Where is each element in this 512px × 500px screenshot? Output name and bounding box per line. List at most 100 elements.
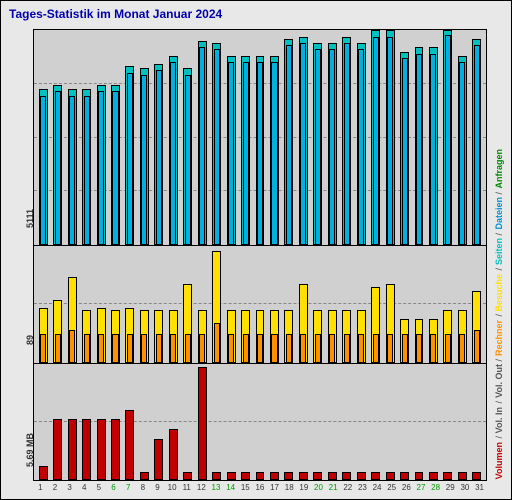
day-column	[412, 246, 426, 362]
day-column	[368, 364, 382, 480]
legend-item: Vol. In	[494, 405, 504, 435]
day-column	[455, 30, 469, 245]
day-column	[368, 30, 382, 245]
day-column	[152, 246, 166, 362]
day-column	[50, 30, 64, 245]
day-column	[340, 30, 354, 245]
x-tick: 31	[472, 483, 487, 497]
day-column	[296, 246, 310, 362]
legend-item: Besuche	[494, 272, 504, 314]
bar	[400, 472, 409, 480]
day-column	[340, 246, 354, 362]
x-tick: 9	[150, 483, 165, 497]
day-column	[108, 246, 122, 362]
day-column	[195, 246, 209, 362]
bar	[284, 472, 293, 480]
bar	[286, 45, 292, 245]
bar	[344, 334, 350, 363]
x-tick: 10	[165, 483, 180, 497]
day-column	[325, 364, 339, 480]
bar	[84, 334, 90, 363]
day-column	[470, 30, 484, 245]
bar	[387, 37, 393, 245]
bar	[300, 43, 306, 245]
day-column	[36, 246, 50, 362]
day-column	[137, 30, 151, 245]
bar	[257, 62, 263, 245]
day-column	[397, 246, 411, 362]
bar	[55, 334, 61, 363]
bar	[430, 334, 436, 363]
x-tick: 2	[48, 483, 63, 497]
day-column	[36, 364, 50, 480]
x-tick: 3	[62, 483, 77, 497]
day-column	[209, 364, 223, 480]
x-tick: 17	[267, 483, 282, 497]
bar	[358, 334, 364, 363]
panel	[33, 29, 487, 246]
day-column	[455, 246, 469, 362]
day-column	[123, 30, 137, 245]
x-tick: 8	[135, 483, 150, 497]
day-column	[253, 364, 267, 480]
bar	[299, 472, 308, 480]
bar	[256, 472, 265, 480]
x-tick: 23	[355, 483, 370, 497]
day-column	[238, 364, 252, 480]
day-column	[253, 246, 267, 362]
bar	[98, 334, 104, 363]
chart-title: Tages-Statistik im Monat Januar 2024	[1, 1, 511, 25]
bar	[474, 330, 480, 363]
day-column	[79, 30, 93, 245]
bar	[459, 62, 465, 245]
legend: Anfragen/Dateien/Seiten/Besuche/Rechner/…	[489, 29, 509, 481]
x-tick: 25	[384, 483, 399, 497]
day-column	[426, 246, 440, 362]
panel	[33, 246, 487, 363]
bar	[458, 472, 467, 480]
day-column	[123, 364, 137, 480]
day-column	[36, 30, 50, 245]
bar	[315, 334, 321, 363]
day-column	[368, 246, 382, 362]
y-axis-labels: 5111 89 5.69 MB	[1, 29, 31, 481]
panel	[33, 364, 487, 481]
x-tick: 14	[223, 483, 238, 497]
day-column	[65, 30, 79, 245]
day-column	[50, 364, 64, 480]
day-column	[296, 364, 310, 480]
bar	[55, 91, 61, 245]
day-column	[412, 364, 426, 480]
bar	[141, 75, 147, 245]
x-tick: 27	[414, 483, 429, 497]
bar	[243, 62, 249, 245]
day-column	[94, 30, 108, 245]
x-tick: 12	[194, 483, 209, 497]
bar	[472, 472, 481, 480]
bar	[141, 334, 147, 363]
bar	[156, 70, 162, 245]
day-column	[238, 30, 252, 245]
bar	[358, 49, 364, 245]
day-column	[108, 364, 122, 480]
bar	[68, 419, 77, 480]
bar	[185, 75, 191, 245]
bar	[69, 96, 75, 245]
day-column	[195, 364, 209, 480]
day-column	[441, 246, 455, 362]
day-column	[123, 246, 137, 362]
day-column	[181, 30, 195, 245]
bar	[214, 49, 220, 245]
bar	[371, 472, 380, 480]
bar	[344, 43, 350, 245]
day-column	[397, 30, 411, 245]
day-column	[282, 364, 296, 480]
day-column	[209, 246, 223, 362]
day-column	[311, 30, 325, 245]
day-column	[253, 30, 267, 245]
day-column	[152, 30, 166, 245]
day-column	[354, 246, 368, 362]
bar	[313, 472, 322, 480]
bar	[127, 334, 133, 363]
day-column	[441, 364, 455, 480]
